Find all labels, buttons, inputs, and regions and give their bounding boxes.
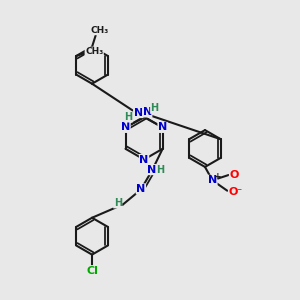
Text: N: N (142, 107, 152, 117)
Text: N: N (136, 184, 146, 194)
Text: H: H (124, 112, 133, 122)
Text: N: N (208, 175, 217, 185)
Text: Cl: Cl (86, 266, 98, 276)
Text: CH₃: CH₃ (85, 47, 103, 56)
Text: CH₃: CH₃ (90, 26, 108, 35)
Text: N: N (121, 122, 130, 132)
Text: H: H (151, 103, 159, 113)
Text: N: N (140, 154, 149, 164)
Text: O: O (230, 170, 239, 180)
Text: H: H (156, 165, 165, 175)
Text: O: O (229, 187, 238, 197)
Text: N: N (134, 108, 143, 118)
Text: H: H (114, 198, 122, 208)
Text: +: + (214, 172, 221, 181)
Text: N: N (147, 165, 156, 175)
Text: ⁻: ⁻ (236, 187, 241, 197)
Text: N: N (158, 122, 167, 132)
